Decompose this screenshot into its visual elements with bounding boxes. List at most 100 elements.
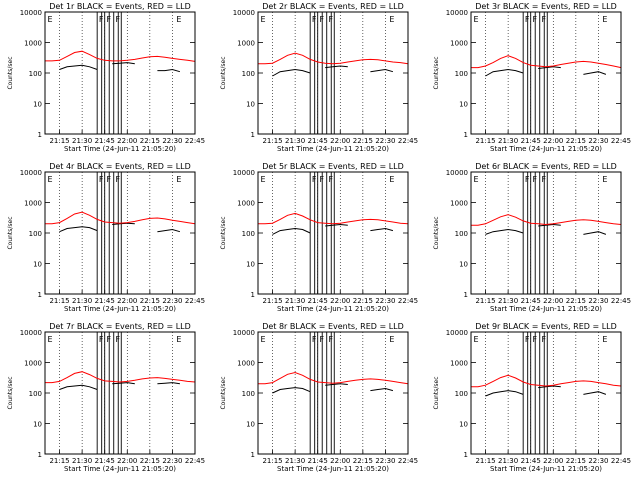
chart-title: Det 5r BLACK = Events, RED = LLD — [262, 162, 404, 171]
x-tick-label: 21:15 — [262, 457, 282, 465]
x-tick-label: 21:45 — [521, 297, 541, 305]
x-tick-label: 22:45 — [611, 297, 631, 305]
segment-annotation: E — [474, 335, 479, 344]
x-axis-label: Start Time (24-Jun-11 21:05:20) — [64, 145, 176, 153]
segment-annotation: F — [99, 175, 104, 184]
segment-annotation: F — [115, 175, 120, 184]
segment-annotation: E — [261, 175, 266, 184]
events-series-line — [59, 222, 181, 233]
x-tick-label: 22:30 — [162, 137, 182, 145]
segment-annotation: F — [541, 15, 546, 24]
segment-annotation: E — [261, 335, 266, 344]
segment-annotation: F — [532, 15, 537, 24]
chart-title: Det 9r BLACK = Events, RED = LLD — [475, 322, 617, 331]
y-tick-label: 10000 — [446, 9, 468, 17]
x-tick-label: 22:15 — [140, 137, 160, 145]
x-tick-label: 22:15 — [353, 297, 373, 305]
x-tick-label: 22:30 — [162, 297, 182, 305]
x-tick-label: 21:45 — [95, 137, 115, 145]
x-tick-label: 21:45 — [521, 137, 541, 145]
x-tick-label: 21:30 — [72, 297, 92, 305]
y-tick-label: 100 — [242, 70, 255, 78]
chart-panel: Det 1r BLACK = Events, RED = LLD 1 10 100 10… — [7, 2, 205, 153]
x-axis-label: Start Time (24-Jun-11 21:05:20) — [490, 305, 602, 313]
chart-panel: Det 5r BLACK = Events, RED = LLD 1 10 100 10… — [220, 162, 418, 313]
x-tick-label: 22:00 — [330, 457, 350, 465]
x-tick-label: 21:30 — [498, 297, 518, 305]
x-tick-label: 22:30 — [588, 137, 608, 145]
segment-annotation: E — [602, 175, 607, 184]
chart-panel: Det 3r BLACK = Events, RED = LLD 1 10 100 10… — [433, 2, 631, 153]
y-tick-label: 10000 — [20, 169, 42, 177]
x-tick-label: 22:00 — [543, 137, 563, 145]
segment-annotation: E — [48, 335, 53, 344]
x-tick-label: 22:45 — [185, 457, 205, 465]
plot-frame — [470, 331, 622, 455]
chart-panel: Det 9r BLACK = Events, RED = LLD 1 10 100 10… — [433, 322, 631, 473]
x-tick-label: 22:45 — [398, 457, 418, 465]
lld-series-line — [470, 374, 622, 388]
y-axis-label: Counts/sec — [433, 56, 440, 89]
segment-annotation: F — [541, 335, 546, 344]
segment-annotation: F — [328, 335, 333, 344]
segment-annotation: F — [319, 175, 324, 184]
y-tick-label: 1000 — [450, 40, 468, 48]
y-tick-label: 1 — [251, 451, 255, 459]
y-axis-label: Counts/sec — [7, 376, 14, 409]
x-tick-label: 21:45 — [95, 457, 115, 465]
y-tick-label: 10 — [246, 261, 255, 269]
x-tick-label: 21:15 — [475, 457, 495, 465]
lld-series-line — [257, 371, 409, 385]
y-tick-label: 1 — [251, 131, 255, 139]
segment-annotation: F — [106, 15, 111, 24]
x-tick-label: 22:45 — [398, 137, 418, 145]
x-tick-label: 22:00 — [117, 137, 137, 145]
x-axis-label: Start Time (24-Jun-11 21:05:20) — [490, 145, 602, 153]
lld-series-line — [470, 214, 622, 226]
lld-series-line — [257, 212, 409, 225]
y-tick-label: 10 — [459, 101, 468, 109]
plot-frame — [470, 171, 622, 295]
x-tick-label: 22:30 — [375, 457, 395, 465]
y-tick-label: 1 — [38, 131, 42, 139]
plot-frame — [257, 331, 409, 455]
plot-frame — [44, 331, 196, 455]
segment-annotation: F — [319, 15, 324, 24]
x-tick-label: 22:45 — [185, 137, 205, 145]
y-axis-label: Counts/sec — [433, 216, 440, 249]
chart-title: Det 1r BLACK = Events, RED = LLD — [49, 2, 191, 11]
segment-annotation: F — [525, 175, 530, 184]
x-tick-label: 21:15 — [49, 297, 69, 305]
segment-annotation: E — [176, 15, 181, 24]
y-axis-label: Counts/sec — [220, 56, 227, 89]
lld-series-line — [44, 371, 196, 384]
events-series-line — [272, 223, 394, 235]
y-tick-label: 10 — [246, 101, 255, 109]
segment-annotation: F — [312, 175, 317, 184]
x-tick-label: 22:30 — [588, 297, 608, 305]
segment-annotation: F — [106, 335, 111, 344]
x-tick-label: 21:30 — [498, 457, 518, 465]
x-axis-label: Start Time (24-Jun-11 21:05:20) — [64, 305, 176, 313]
y-tick-label: 10 — [459, 261, 468, 269]
y-tick-label: 1 — [464, 131, 468, 139]
segment-annotation: F — [541, 175, 546, 184]
y-tick-label: 10000 — [446, 169, 468, 177]
x-tick-label: 22:15 — [140, 457, 160, 465]
x-tick-label: 22:00 — [543, 297, 563, 305]
chart-title: Det 8r BLACK = Events, RED = LLD — [262, 322, 404, 331]
segment-annotation: F — [328, 175, 333, 184]
x-tick-label: 21:15 — [262, 137, 282, 145]
segment-annotation: F — [115, 335, 120, 344]
y-axis-label: Counts/sec — [7, 56, 14, 89]
y-tick-label: 1000 — [237, 200, 255, 208]
x-tick-label: 21:30 — [498, 137, 518, 145]
x-tick-label: 22:00 — [543, 457, 563, 465]
y-tick-label: 1000 — [237, 40, 255, 48]
y-axis-label: Counts/sec — [7, 216, 14, 249]
x-tick-label: 21:15 — [49, 457, 69, 465]
y-tick-label: 10 — [33, 421, 42, 429]
x-tick-label: 21:45 — [308, 457, 328, 465]
x-tick-label: 21:45 — [308, 137, 328, 145]
y-tick-label: 10 — [459, 421, 468, 429]
